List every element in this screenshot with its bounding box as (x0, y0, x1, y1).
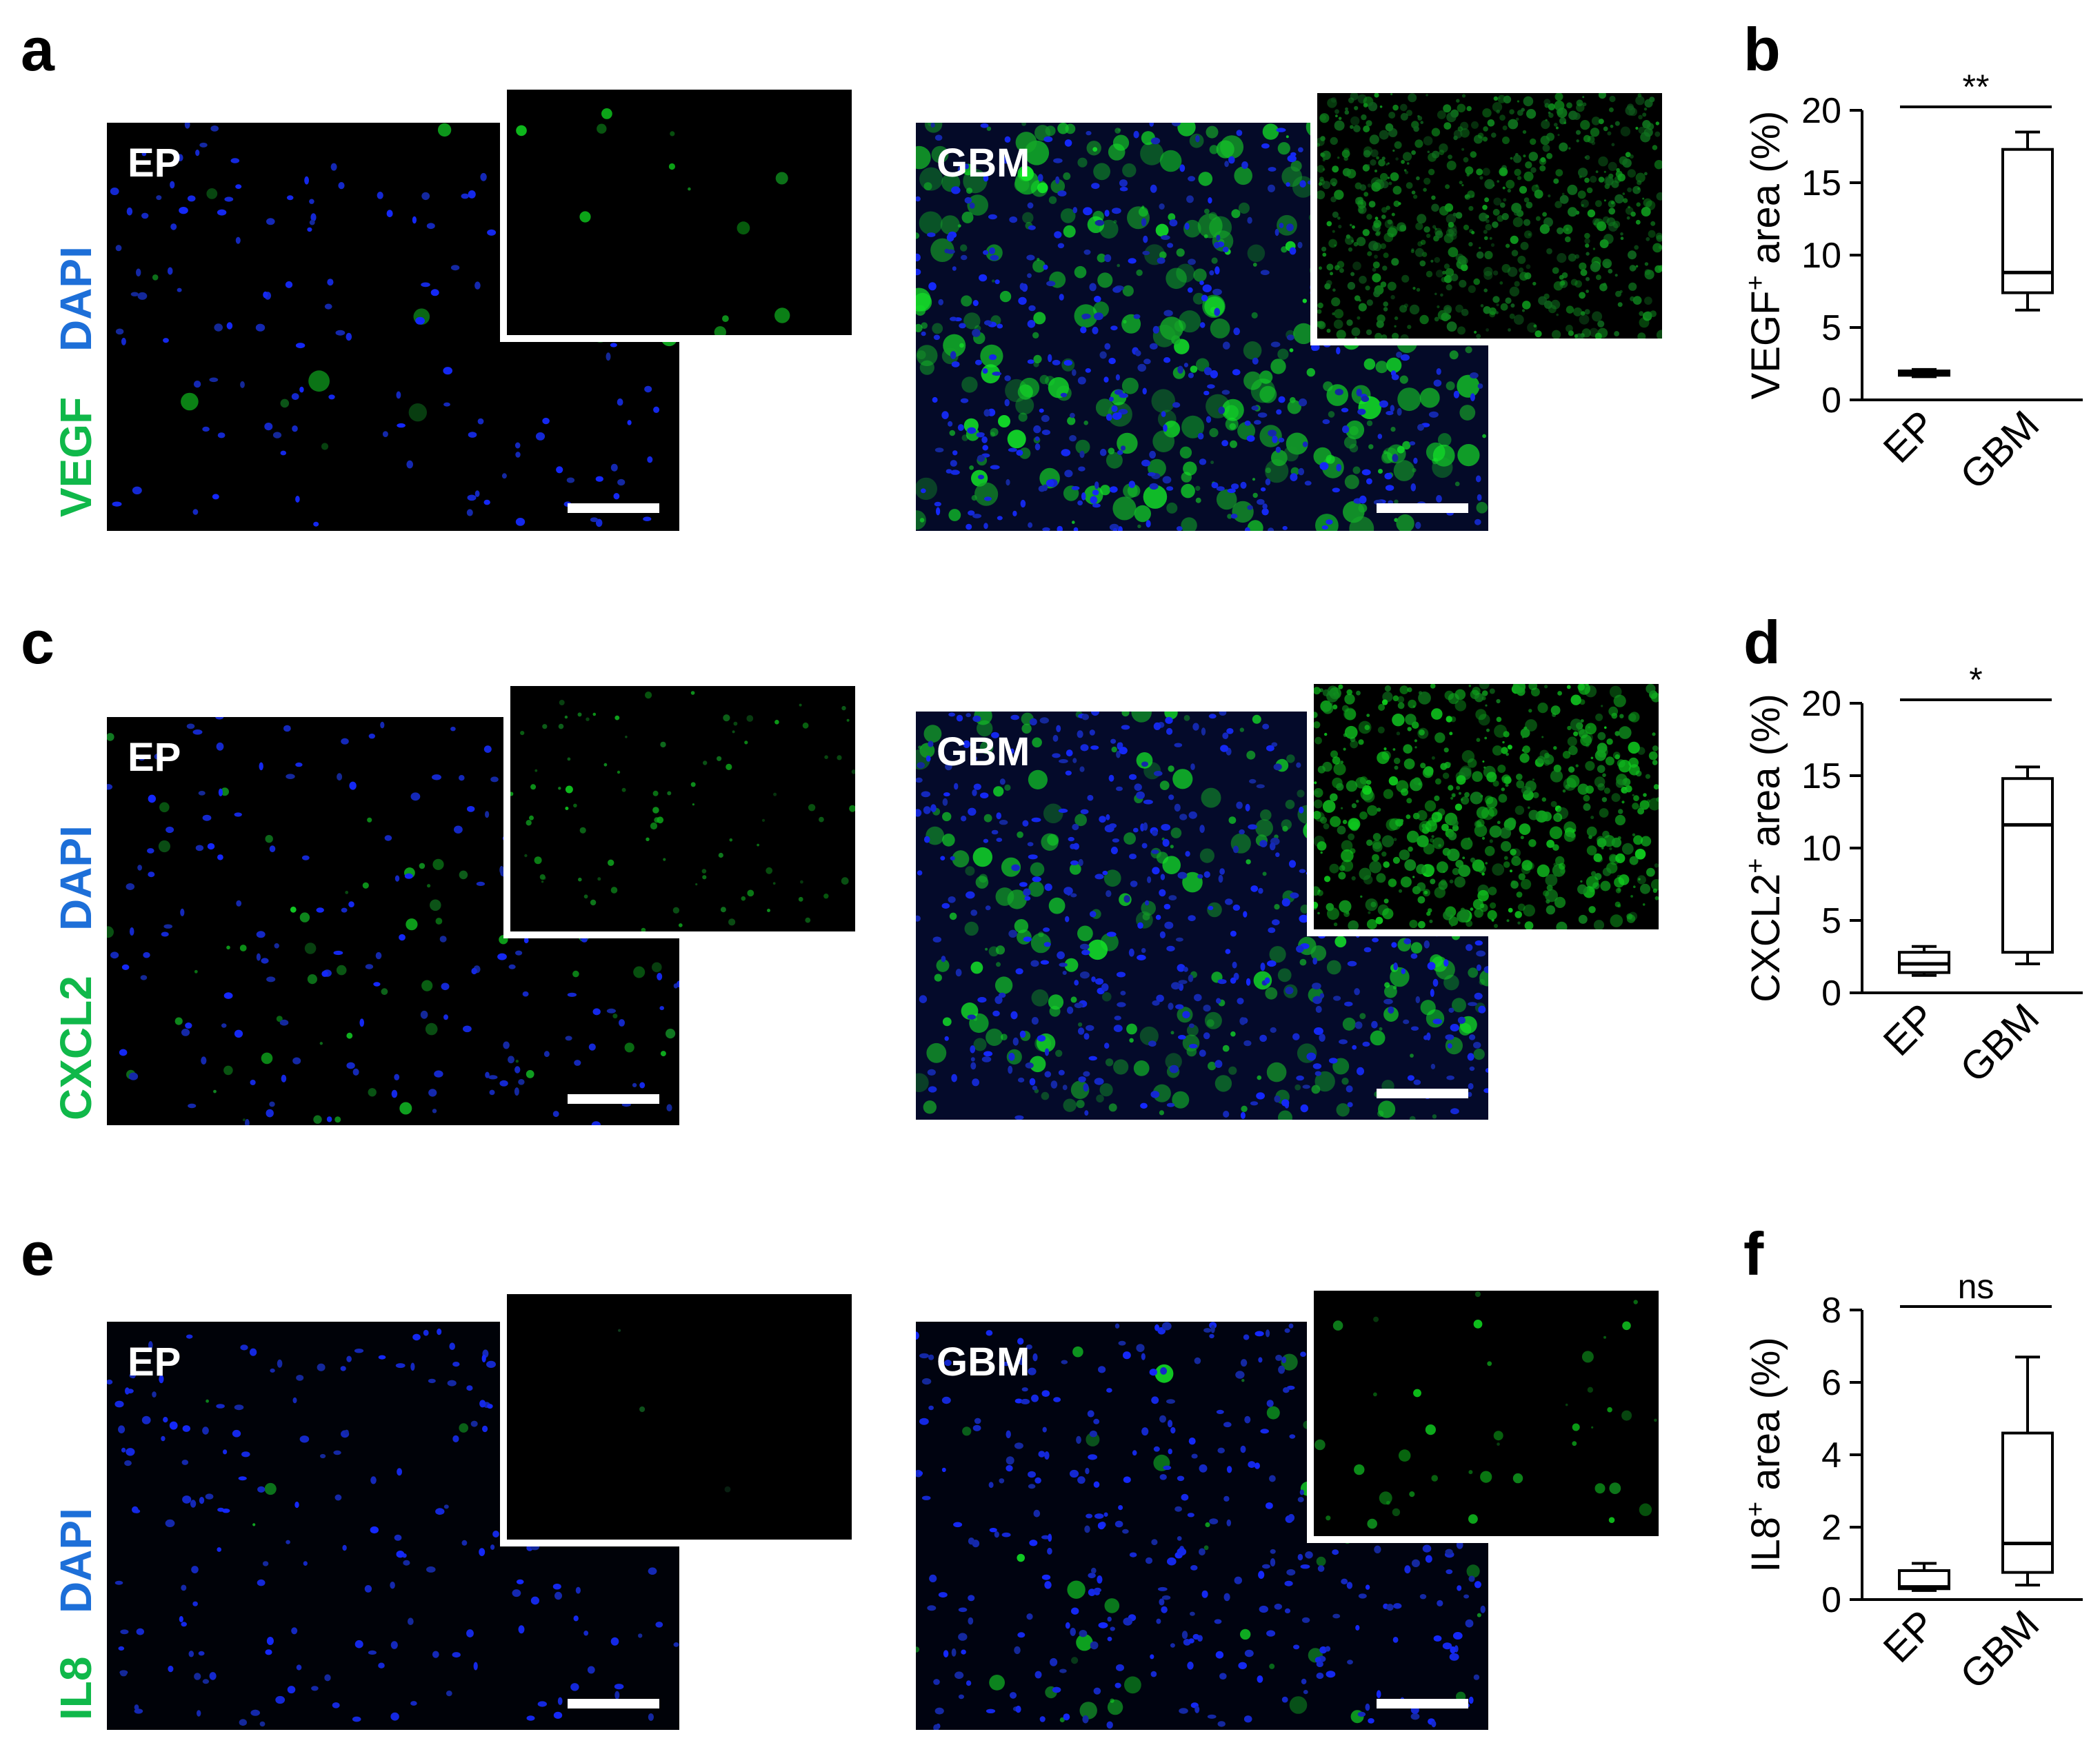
y-tick-label: 20 (1801, 91, 1841, 131)
box-gbm (2001, 1355, 2054, 1586)
panel-letter-b: b (1743, 15, 1781, 83)
box-iqr (2001, 148, 2054, 294)
inset-texture (1317, 93, 1662, 339)
x-tick-label-gbm: GBM (1952, 402, 2048, 498)
box-ep (1898, 1562, 1950, 1592)
y-tick-label: 10 (1801, 236, 1841, 276)
y-tick-label: 15 (1801, 163, 1841, 203)
y-tick-label: 0 (1821, 974, 1841, 1014)
stain-label-cxcl2: CXCL2 (51, 976, 101, 1120)
box-gbm (2001, 765, 2054, 965)
inset-texture (1314, 684, 1659, 929)
y-axis-label: CXCL2+ area (%) (1741, 694, 1788, 1002)
x-tick-label-ep: EP (1875, 1602, 1945, 1671)
y-tick-label: 0 (1821, 381, 1841, 421)
inset-texture (507, 90, 852, 335)
inset-texture (510, 686, 855, 931)
inset-texture (507, 1294, 852, 1540)
panel-letter-a: a (21, 15, 54, 83)
x-tick-label-gbm: GBM (1952, 1602, 2048, 1697)
box-iqr (2001, 777, 2054, 954)
stain-label-dapi-row1: DAPI (51, 246, 101, 352)
y-tick-label: 20 (1801, 684, 1841, 724)
image-label-ep: EP (128, 141, 181, 185)
box-ep (1898, 945, 1950, 977)
significance-label: ** (1963, 68, 1990, 106)
stain-label-il8: IL8 (51, 1656, 101, 1720)
y-axis-label: VEGF+ area (%) (1741, 111, 1788, 400)
x-tick-label-ep: EP (1875, 402, 1945, 472)
y-tick-label: 15 (1801, 756, 1841, 796)
y-tick-label: 8 (1821, 1291, 1841, 1331)
boxplot-svg: CXCL2+ area (%) 0 5 10 15 20 * EP GBM (1741, 661, 2083, 1091)
image-label-gbm: GBM (937, 141, 1030, 185)
stain-label-vegf: VEGF (51, 396, 101, 517)
image-label-ep: EP (128, 1340, 181, 1384)
scale-bar (568, 1094, 659, 1104)
box-iqr (2001, 1431, 2054, 1574)
y-tick-label: 6 (1821, 1363, 1841, 1403)
significance-label: ns (1958, 1267, 1994, 1306)
boxplot-svg: VEGF+ area (%) 0 5 10 15 20 ** EP GBM (1741, 68, 2083, 498)
panel-letter-d: d (1743, 608, 1781, 676)
panel-letter-e: e (21, 1220, 54, 1288)
inset-gbm-cxcl2-green (1307, 677, 1666, 936)
image-label-ep: EP (128, 735, 181, 780)
inset-ep-cxcl2-green (503, 679, 862, 938)
boxplot-svg: IL8+ area (%) 0 2 4 6 8 ns EP GBM (1741, 1267, 2083, 1698)
inset-ep-vegf-green (500, 83, 859, 342)
stain-label-dapi-row3: DAPI (51, 1508, 101, 1613)
significance-label: * (1969, 661, 1982, 699)
boxplot-il8: IL8+ area (%) 0 2 4 6 8 ns EP GBM (1741, 1267, 2097, 1754)
boxplot-vegf: VEGF+ area (%) 0 5 10 15 20 ** EP GBM (1741, 68, 2097, 586)
scale-bar (1377, 503, 1468, 513)
y-tick-label: 2 (1821, 1508, 1841, 1548)
inset-ep-il8-green (500, 1287, 859, 1546)
scale-bar (568, 1699, 659, 1708)
box-ep (1898, 367, 1950, 379)
y-axis-label: IL8+ area (%) (1741, 1337, 1788, 1572)
scale-bar (1377, 1699, 1468, 1708)
y-tick-label: 5 (1821, 901, 1841, 941)
inset-texture (1314, 1291, 1659, 1536)
y-tick-label: 5 (1821, 308, 1841, 348)
x-tick-label-gbm: GBM (1952, 995, 2048, 1091)
image-label-gbm: GBM (937, 729, 1030, 774)
y-tick-label: 0 (1821, 1580, 1841, 1620)
scale-bar (1377, 1089, 1468, 1098)
panel-letter-f: f (1743, 1220, 1764, 1288)
stain-label-dapi-row2: DAPI (51, 825, 101, 931)
y-tick-label: 4 (1821, 1435, 1841, 1475)
scale-bar (568, 503, 659, 513)
panel-letter-c: c (21, 608, 54, 676)
x-tick-label-ep: EP (1875, 995, 1945, 1065)
image-label-gbm: GBM (937, 1340, 1030, 1384)
inset-gbm-vegf-green (1310, 86, 1669, 345)
box-gbm (2001, 130, 2054, 312)
boxplot-cxcl2: CXCL2+ area (%) 0 5 10 15 20 * EP GBM (1741, 661, 2097, 1179)
y-tick-label: 10 (1801, 829, 1841, 869)
inset-gbm-il8-green (1307, 1284, 1666, 1543)
